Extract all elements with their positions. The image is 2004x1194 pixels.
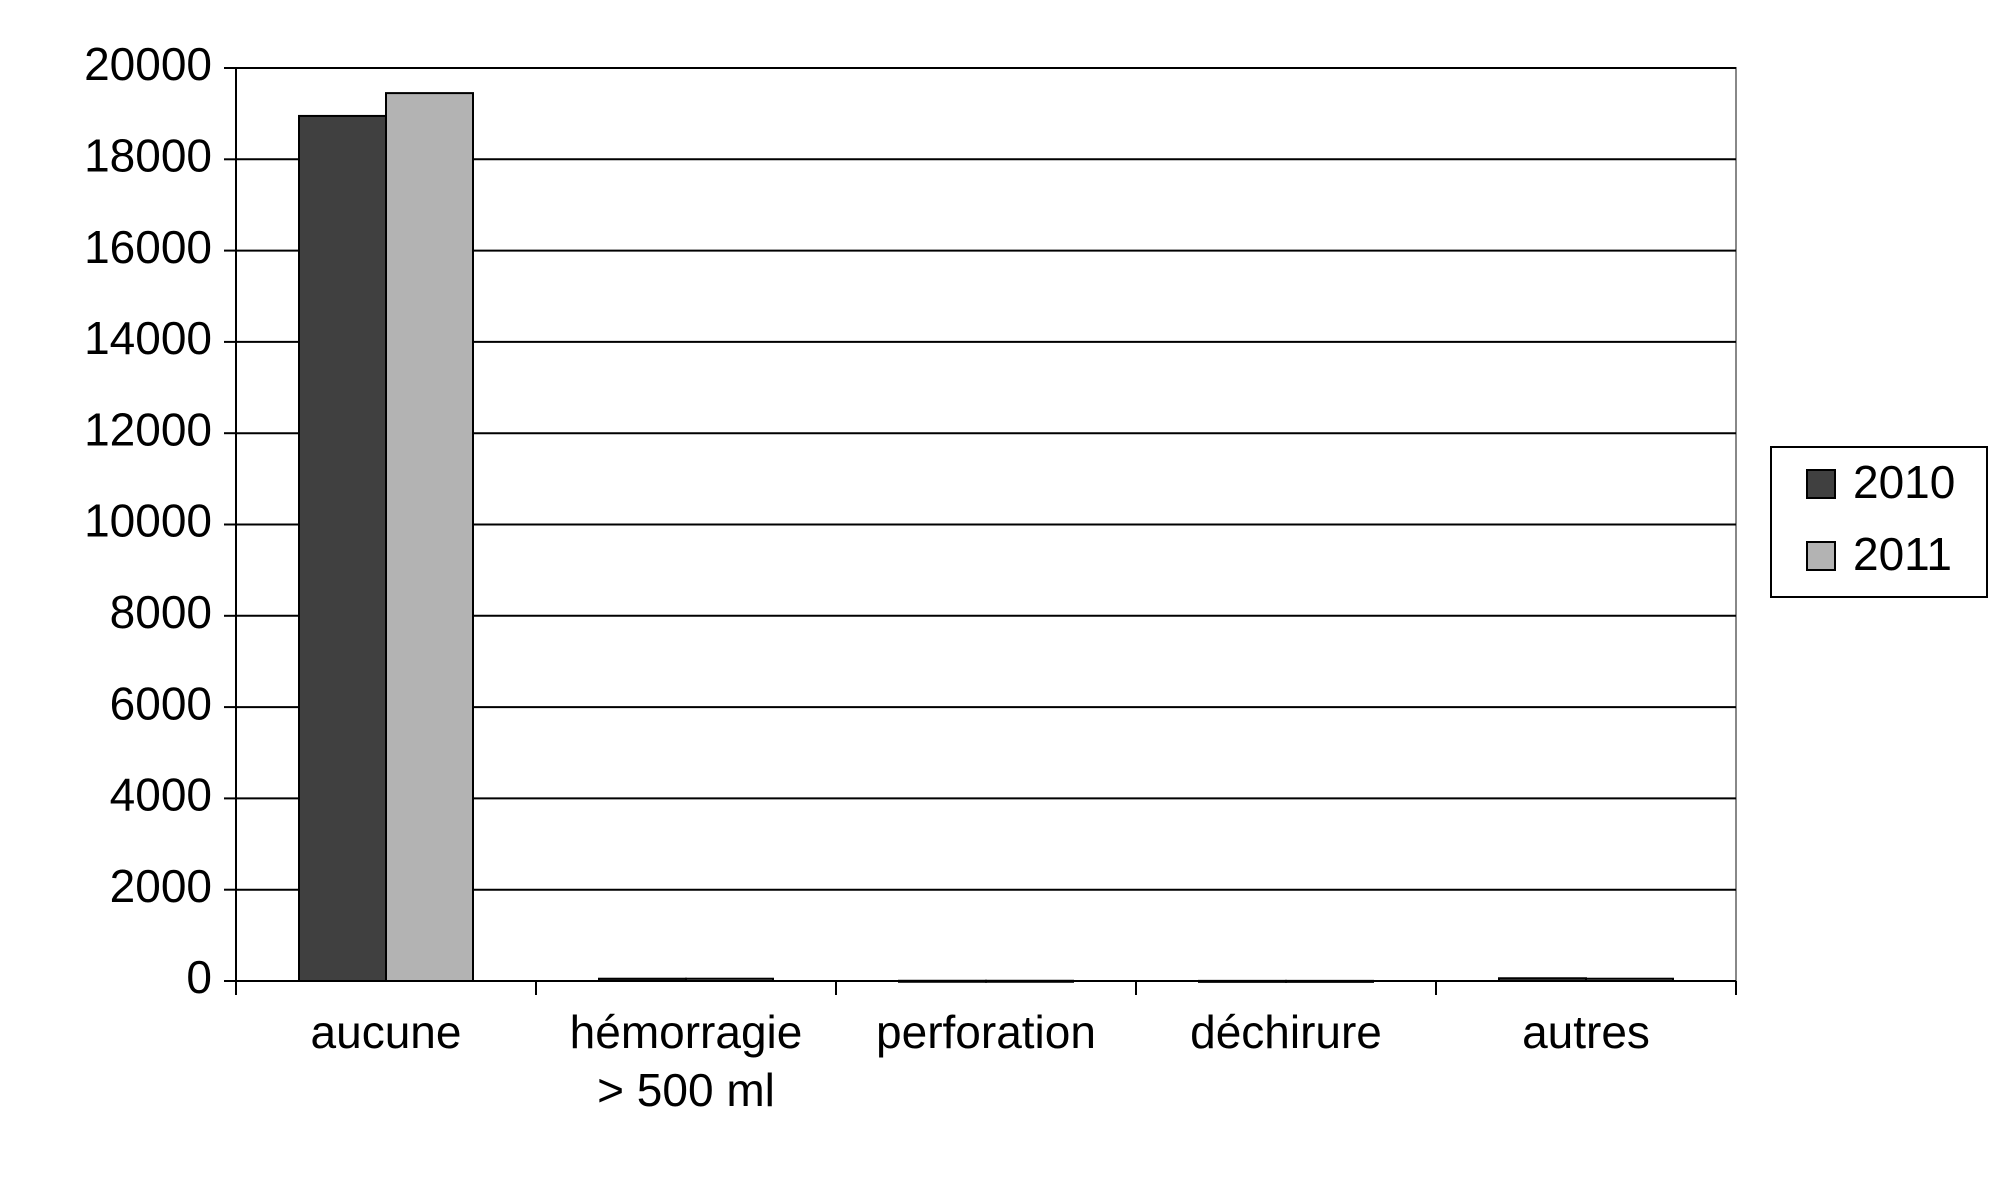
y-tick-label: 2000 xyxy=(110,860,212,912)
bar xyxy=(1585,977,1674,983)
legend-swatch xyxy=(1806,541,1836,571)
y-tick-label: 16000 xyxy=(84,221,212,273)
bar xyxy=(985,979,1074,983)
bar xyxy=(1198,979,1287,983)
bar xyxy=(1285,979,1374,983)
y-tick-label: 8000 xyxy=(110,586,212,638)
bar xyxy=(1498,977,1587,982)
y-tick-label: 12000 xyxy=(84,403,212,455)
legend-label: 2011 xyxy=(1853,528,1952,580)
bar xyxy=(385,92,474,983)
x-tick-label: aucune xyxy=(310,1006,462,1058)
y-tick-label: 6000 xyxy=(110,677,212,729)
bar xyxy=(898,979,987,983)
y-tick-label: 0 xyxy=(186,951,212,1003)
x-tick-label: déchirure xyxy=(1190,1006,1382,1058)
y-tick-label: 4000 xyxy=(110,769,212,821)
legend-label: 2010 xyxy=(1853,456,1955,508)
x-tick-label: autres xyxy=(1522,1006,1650,1058)
bar xyxy=(598,977,687,983)
bar xyxy=(298,114,387,983)
x-tick-label: perforation xyxy=(876,1006,1096,1058)
y-tick-label: 18000 xyxy=(84,129,212,181)
y-tick-label: 14000 xyxy=(84,312,212,364)
x-tick-label: hémorragie > 500 ml xyxy=(569,1006,803,1116)
bar xyxy=(685,977,774,983)
y-tick-label: 10000 xyxy=(84,495,212,547)
y-tick-label: 20000 xyxy=(84,38,212,90)
legend-swatch xyxy=(1806,469,1836,499)
